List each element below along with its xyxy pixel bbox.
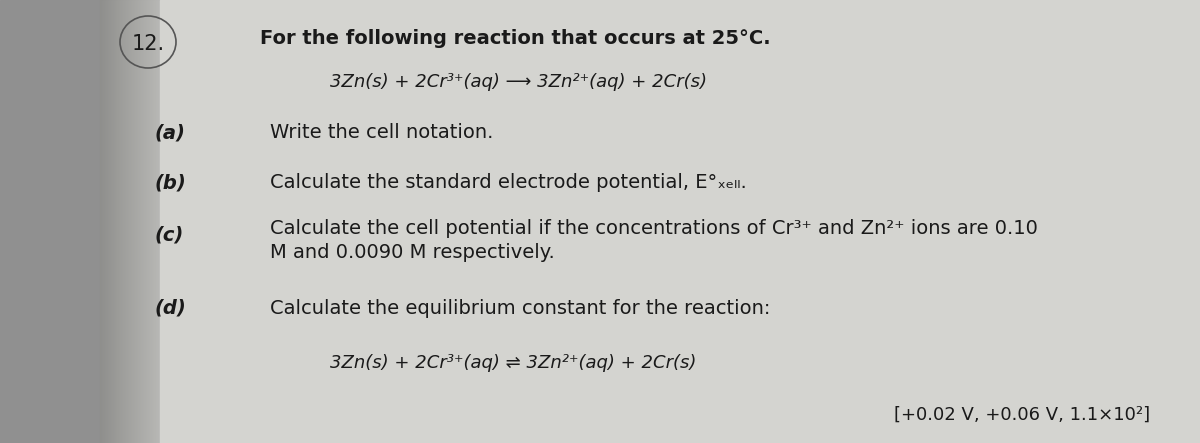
Bar <box>130 0 131 443</box>
Bar <box>139 0 142 443</box>
Text: (c): (c) <box>155 225 185 245</box>
Bar <box>155 0 156 443</box>
Bar <box>156 0 157 443</box>
Bar <box>102 0 103 443</box>
Bar <box>145 0 148 443</box>
Bar <box>126 0 127 443</box>
Bar <box>109 0 110 443</box>
Bar <box>109 0 112 443</box>
Bar <box>128 0 130 443</box>
Text: 12.: 12. <box>132 34 164 54</box>
Bar <box>127 0 128 443</box>
Bar <box>154 0 156 443</box>
Bar <box>110 0 112 443</box>
Bar <box>112 0 113 443</box>
Bar <box>132 0 133 443</box>
Bar <box>131 0 132 443</box>
Bar <box>118 0 120 443</box>
Bar <box>134 0 136 443</box>
Text: (a): (a) <box>155 124 186 143</box>
Bar <box>107 0 108 443</box>
Bar <box>122 0 124 443</box>
Bar <box>144 0 145 443</box>
Bar <box>112 0 114 443</box>
Bar <box>124 0 125 443</box>
Bar <box>151 0 154 443</box>
Bar <box>138 0 139 443</box>
Bar <box>119 0 120 443</box>
Bar <box>150 0 151 443</box>
Bar <box>114 0 115 443</box>
Bar <box>120 0 121 443</box>
Bar <box>121 0 124 443</box>
Bar <box>103 0 106 443</box>
Bar <box>146 0 148 443</box>
Bar <box>142 0 144 443</box>
Bar <box>152 0 154 443</box>
Text: Calculate the equilibrium constant for the reaction:: Calculate the equilibrium constant for t… <box>270 299 770 318</box>
Bar <box>133 0 134 443</box>
Text: For the following reaction that occurs at 25°C.: For the following reaction that occurs a… <box>260 28 770 47</box>
Text: [+0.02 V, +0.06 V, 1.1×10²]: [+0.02 V, +0.06 V, 1.1×10²] <box>894 406 1150 424</box>
Bar <box>133 0 136 443</box>
Bar <box>148 0 149 443</box>
Bar <box>127 0 130 443</box>
Bar <box>104 0 106 443</box>
Bar <box>140 0 142 443</box>
Bar <box>144 0 145 443</box>
Bar <box>108 0 109 443</box>
Bar <box>149 0 150 443</box>
Bar <box>139 0 140 443</box>
Text: 3Zn(s) + 2Cr³⁺(aq) ⟶ 3Zn²⁺(aq) + 2Cr(s): 3Zn(s) + 2Cr³⁺(aq) ⟶ 3Zn²⁺(aq) + 2Cr(s) <box>330 73 707 91</box>
Bar <box>136 0 138 443</box>
Bar <box>136 0 137 443</box>
Bar <box>100 0 102 443</box>
Bar <box>151 0 152 443</box>
Bar <box>138 0 139 443</box>
Bar <box>102 0 103 443</box>
Bar <box>113 0 114 443</box>
Bar <box>101 0 102 443</box>
Bar <box>114 0 115 443</box>
Bar <box>124 0 126 443</box>
Bar <box>156 0 157 443</box>
Bar <box>160 0 161 443</box>
Bar <box>106 0 107 443</box>
Bar <box>158 0 160 443</box>
Bar <box>125 0 126 443</box>
Bar <box>157 0 158 443</box>
Bar <box>148 0 150 443</box>
Bar <box>157 0 160 443</box>
Bar <box>103 0 104 443</box>
Bar <box>143 0 144 443</box>
Bar <box>126 0 127 443</box>
Text: (d): (d) <box>155 299 187 318</box>
Text: 3Zn(s) + 2Cr³⁺(aq) ⇌ 3Zn²⁺(aq) + 2Cr(s): 3Zn(s) + 2Cr³⁺(aq) ⇌ 3Zn²⁺(aq) + 2Cr(s) <box>330 354 696 372</box>
Bar <box>142 0 143 443</box>
Bar <box>115 0 116 443</box>
Bar <box>130 0 132 443</box>
Bar <box>121 0 122 443</box>
Bar <box>137 0 138 443</box>
Text: M and 0.0090 M respectively.: M and 0.0090 M respectively. <box>270 242 554 261</box>
Bar <box>106 0 108 443</box>
Bar <box>108 0 109 443</box>
Text: Write the cell notation.: Write the cell notation. <box>270 124 493 143</box>
Bar <box>118 0 119 443</box>
Bar <box>132 0 133 443</box>
Text: Calculate the standard electrode potential, E°ₓₑₗₗ.: Calculate the standard electrode potenti… <box>270 174 746 193</box>
Bar <box>115 0 118 443</box>
Bar <box>0 0 100 443</box>
Bar <box>120 0 121 443</box>
Bar <box>160 0 1200 443</box>
Bar <box>145 0 146 443</box>
Text: Calculate the cell potential if the concentrations of Cr³⁺ and Zn²⁺ ions are 0.1: Calculate the cell potential if the conc… <box>270 218 1038 237</box>
Bar <box>116 0 118 443</box>
Bar <box>154 0 155 443</box>
Bar <box>150 0 151 443</box>
Text: (b): (b) <box>155 174 187 193</box>
